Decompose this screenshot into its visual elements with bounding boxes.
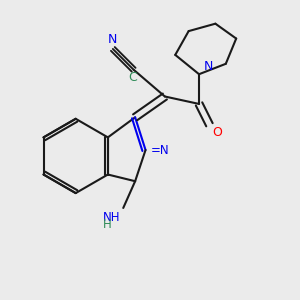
Text: N: N bbox=[203, 60, 213, 73]
Text: O: O bbox=[212, 126, 222, 139]
Text: H: H bbox=[103, 218, 111, 231]
Text: =N: =N bbox=[151, 143, 170, 157]
Text: N: N bbox=[108, 33, 118, 46]
Text: C: C bbox=[128, 71, 136, 84]
Text: NH: NH bbox=[103, 211, 120, 224]
